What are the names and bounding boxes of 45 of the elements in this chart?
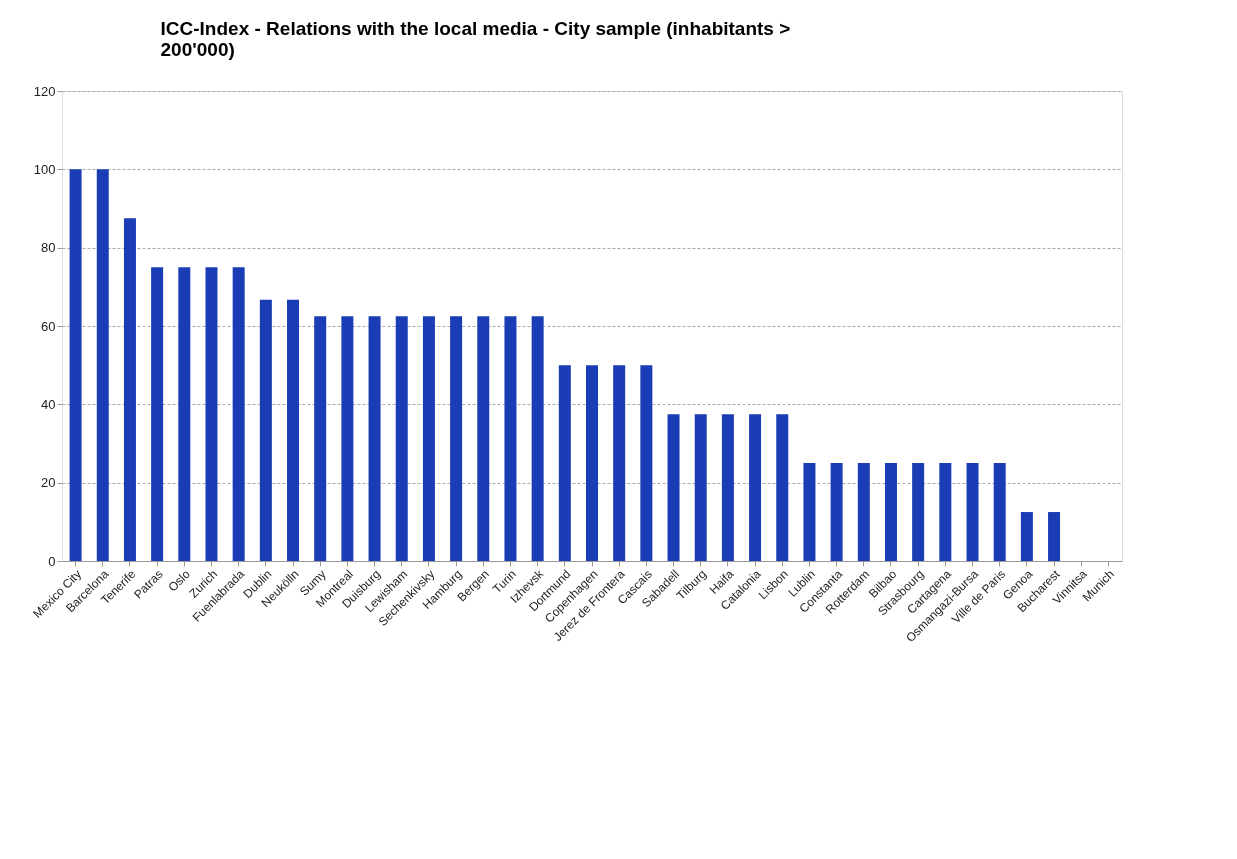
bar xyxy=(395,316,408,561)
y-tick-label: 40 xyxy=(41,396,56,412)
bar xyxy=(966,463,979,561)
bar xyxy=(314,316,327,561)
bar xyxy=(586,365,598,561)
bar xyxy=(123,218,136,561)
bar xyxy=(531,316,544,561)
bar xyxy=(993,463,1006,561)
bar xyxy=(1020,512,1033,561)
bar xyxy=(776,414,789,561)
y-tick-label: 120 xyxy=(33,83,56,99)
bar xyxy=(694,414,707,561)
bar xyxy=(830,463,843,561)
bar xyxy=(477,316,490,561)
bar xyxy=(504,316,517,561)
bar xyxy=(232,267,245,561)
y-tick-label: 20 xyxy=(41,475,56,491)
bar xyxy=(287,299,300,561)
bar xyxy=(1048,512,1061,561)
bar xyxy=(368,316,381,561)
bar xyxy=(912,463,925,561)
y-tick-label: 0 xyxy=(48,553,56,569)
bar xyxy=(667,414,680,561)
chart-title: ICC-Index - Relations with the local media - City sample (inhabitants > 200'000) xyxy=(160,18,791,60)
y-tick-label: 100 xyxy=(33,161,56,177)
bar xyxy=(151,267,164,561)
bar xyxy=(857,463,870,561)
bar xyxy=(939,463,952,561)
y-tick-label: 60 xyxy=(41,318,56,334)
bar xyxy=(96,169,109,561)
bar xyxy=(259,299,272,561)
bar xyxy=(341,316,354,561)
bar xyxy=(721,414,734,561)
bar xyxy=(178,267,191,561)
bar xyxy=(205,267,218,561)
bar xyxy=(450,316,463,561)
bar xyxy=(613,365,626,561)
bar xyxy=(749,414,762,561)
y-tick-label: 80 xyxy=(41,240,56,256)
bar xyxy=(803,463,816,561)
bar xyxy=(884,463,897,561)
bar xyxy=(422,316,435,561)
bar xyxy=(640,365,653,561)
bar xyxy=(69,169,82,561)
bar xyxy=(558,365,571,561)
